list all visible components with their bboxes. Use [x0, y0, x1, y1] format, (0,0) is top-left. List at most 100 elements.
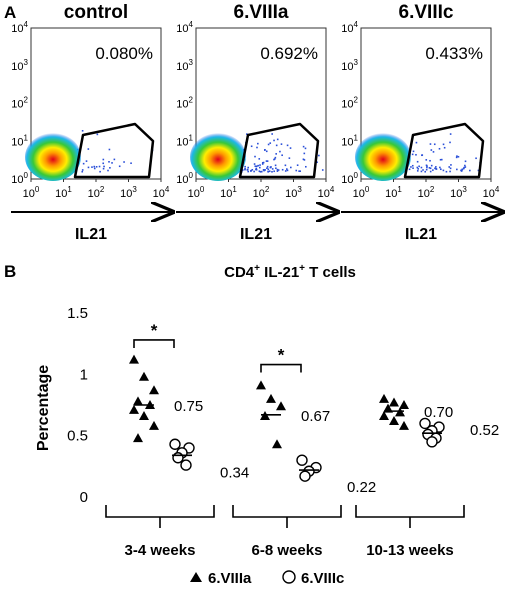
event-dot [435, 168, 437, 170]
event-dot [288, 157, 291, 159]
event-dot [461, 168, 464, 171]
event-dot [244, 165, 246, 168]
event-dot [424, 170, 427, 173]
x-tick-label: 103 [120, 185, 137, 200]
y-tick-label: 101 [176, 133, 193, 148]
event-dot [250, 169, 252, 172]
point-6.VIIIa [389, 415, 399, 425]
x-tick-label-exp: 1 [67, 185, 72, 194]
title-sup: + [254, 263, 260, 274]
event-dot [477, 169, 480, 172]
event-dot [304, 147, 307, 150]
event-dot [274, 156, 277, 159]
y-tick-label-exp: 1 [189, 133, 194, 142]
event-dot [111, 162, 113, 164]
event-dot [434, 167, 436, 170]
event-dot [273, 139, 275, 142]
event-dot [416, 166, 419, 169]
scatter-chart: 0 0.5 1 1.5 3-4 weeks 6-8 weeks 10-13 weeks 0.7… [67, 305, 499, 559]
event-dot [262, 169, 265, 171]
event-dot [269, 166, 272, 169]
event-dot [108, 148, 111, 151]
mean-label: 0.67 [301, 408, 330, 425]
event-dot [271, 133, 273, 135]
event-dot [266, 167, 268, 170]
significance-star: * [151, 321, 158, 340]
x-tick-label-base: 10 [483, 188, 495, 200]
x-tick-label: 101 [220, 185, 237, 200]
density-cluster [190, 133, 246, 181]
x-tick-label-base: 10 [220, 188, 232, 200]
event-dot [422, 169, 424, 171]
x-tick-label-exp: 3 [132, 185, 137, 194]
y-tick-label-base: 10 [341, 99, 353, 111]
event-dot [247, 170, 249, 173]
event-dot [440, 158, 443, 161]
event-dot [456, 168, 458, 171]
legend-label: 6.VIIIc [301, 570, 344, 587]
y-tick-label-exp: 3 [24, 58, 29, 67]
x-tick-label-base: 10 [55, 188, 67, 200]
x-tick-label-base: 10 [253, 188, 265, 200]
event-dot [305, 165, 307, 168]
event-dot [109, 167, 111, 169]
x-tick-label: 104 [318, 185, 335, 200]
point-6.VIIIa [129, 354, 139, 364]
event-dot [281, 168, 284, 171]
event-dot [81, 170, 84, 173]
event-dot [246, 133, 248, 135]
event-dot [255, 167, 258, 170]
y-tick-label-base: 10 [11, 136, 23, 148]
point-6.VIIIa [399, 420, 409, 430]
y-tick-label: 100 [11, 171, 28, 186]
x-tick-label-exp: 3 [462, 185, 467, 194]
event-dot [264, 169, 267, 171]
y-tick-label-exp: 0 [189, 171, 194, 180]
y-tick-label: 0 [80, 489, 88, 506]
y-tick-label: 103 [11, 58, 28, 73]
y-tick-label-exp: 3 [354, 58, 359, 67]
event-dot [82, 162, 85, 165]
y-tick-label-exp: 4 [354, 20, 359, 29]
event-dot [290, 166, 292, 169]
event-dot [269, 142, 272, 144]
y-tick-label-base: 10 [341, 136, 353, 148]
x-tick-label: 101 [385, 185, 402, 200]
event-dot [259, 170, 262, 173]
event-dot [411, 153, 414, 156]
y-tick-label-base: 10 [341, 61, 353, 73]
y-tick-label: 0.5 [67, 428, 88, 445]
event-dot [255, 165, 258, 168]
event-dot [440, 168, 442, 171]
event-dot [298, 170, 300, 172]
event-dot [475, 157, 477, 160]
event-dot [443, 146, 446, 149]
x-tick-label: 100 [353, 185, 370, 200]
event-dot [113, 158, 116, 161]
point-6.VIIIc [299, 470, 311, 482]
event-dot [276, 138, 279, 141]
y-tick-label: 102 [176, 96, 193, 111]
category-label: 10-13 weeks [366, 542, 454, 559]
event-dot [430, 164, 433, 167]
event-dot [96, 133, 99, 136]
x-tick-label: 100 [188, 185, 205, 200]
event-dot [266, 165, 269, 168]
event-dot [247, 166, 250, 169]
event-dot [277, 169, 280, 171]
event-dot [429, 159, 431, 162]
event-dot [254, 155, 256, 158]
title-suffix: T cells [305, 264, 356, 281]
x-tick-label-base: 10 [88, 188, 100, 200]
event-dot [425, 159, 428, 161]
y-axis-label: Percentage [35, 365, 52, 451]
event-dot [276, 170, 279, 172]
mean-label: 0.52 [470, 422, 499, 439]
y-tick-label-exp: 4 [189, 20, 194, 29]
x-tick-label: 104 [483, 185, 500, 200]
event-dot [93, 165, 96, 168]
event-dot [464, 164, 466, 167]
y-tick-label-exp: 0 [24, 171, 29, 180]
y-tick-label-exp: 0 [354, 171, 359, 180]
title-sup2: + [299, 263, 305, 274]
